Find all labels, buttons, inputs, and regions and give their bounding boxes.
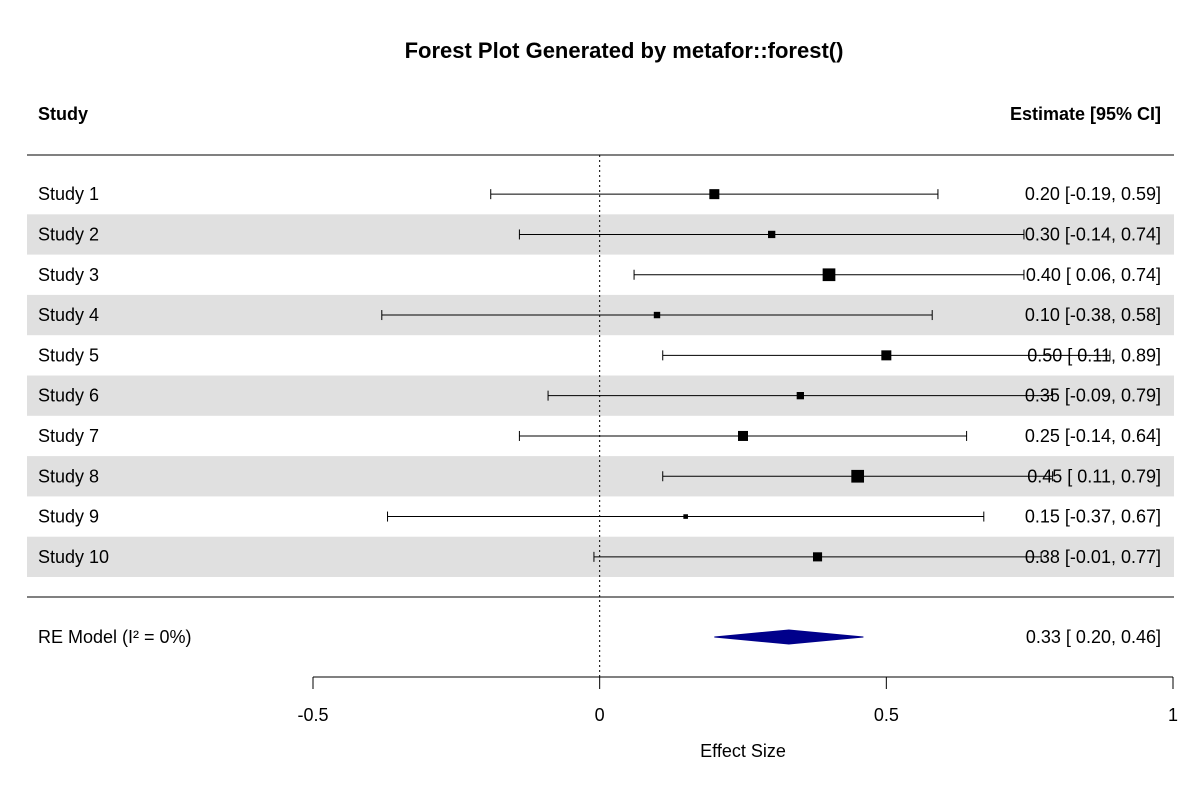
- summary-row: RE Model (I² = 0%) 0.33 [ 0.20, 0.46]: [38, 627, 1161, 647]
- estimate-square: [653, 311, 661, 319]
- study-name: Study 9: [38, 507, 99, 527]
- study-name: Study 2: [38, 224, 99, 244]
- study-name: Study 5: [38, 345, 99, 365]
- estimate-square: [709, 189, 720, 200]
- estimate-ci-label: 0.45 [ 0.11, 0.79]: [1027, 466, 1161, 486]
- estimate-square: [822, 268, 836, 282]
- header-study: Study: [38, 104, 88, 124]
- estimate-ci-label: 0.10 [-0.38, 0.58]: [1025, 305, 1161, 325]
- x-axis-label: Effect Size: [700, 741, 786, 761]
- x-tick-label: 1: [1168, 705, 1178, 725]
- estimate-square: [768, 230, 776, 239]
- estimate-ci-label: 0.35 [-0.09, 0.79]: [1025, 386, 1161, 406]
- x-tick-label: -0.5: [297, 705, 328, 725]
- estimate-ci-label: 0.25 [-0.14, 0.64]: [1025, 426, 1161, 446]
- summary-diamond: [714, 629, 864, 645]
- study-name: Study 6: [38, 386, 99, 406]
- estimate-ci-label: 0.20 [-0.19, 0.59]: [1025, 184, 1161, 204]
- summary-ci-label: 0.33 [ 0.20, 0.46]: [1026, 627, 1161, 647]
- estimate-square: [796, 392, 804, 400]
- estimate-ci-label: 0.40 [ 0.06, 0.74]: [1026, 265, 1161, 285]
- summary-name: RE Model (I² = 0%): [38, 627, 192, 647]
- study-name: Study 3: [38, 265, 99, 285]
- estimate-square: [738, 430, 748, 441]
- x-axis: -0.5 0 0.5 1: [297, 676, 1178, 725]
- study-name: Study 1: [38, 184, 99, 204]
- estimate-square: [812, 552, 823, 562]
- estimate-ci-label: 0.50 [ 0.11, 0.89]: [1027, 345, 1161, 365]
- study-name: Study 4: [38, 305, 99, 325]
- header-estimate: Estimate [95% CI]: [1010, 104, 1161, 124]
- estimate-ci-label: 0.30 [-0.14, 0.74]: [1025, 224, 1161, 244]
- x-tick-label: 0.5: [874, 705, 899, 725]
- study-name: Study 8: [38, 466, 99, 486]
- study-name: Study 7: [38, 426, 99, 446]
- estimate-ci-label: 0.38 [-0.01, 0.77]: [1025, 547, 1161, 567]
- study-name: Study 10: [38, 547, 109, 567]
- estimate-square: [881, 350, 892, 361]
- estimate-square: [851, 469, 865, 483]
- estimate-square: [683, 514, 688, 519]
- estimate-ci-label: 0.15 [-0.37, 0.67]: [1025, 507, 1161, 527]
- study-rows: Study 1 0.20 [-0.19, 0.59] Study 2 0.30 [-0…: [38, 184, 1161, 567]
- chart-title: Forest Plot Generated by metafor::forest…: [405, 38, 844, 63]
- x-tick-label: 0: [595, 705, 605, 725]
